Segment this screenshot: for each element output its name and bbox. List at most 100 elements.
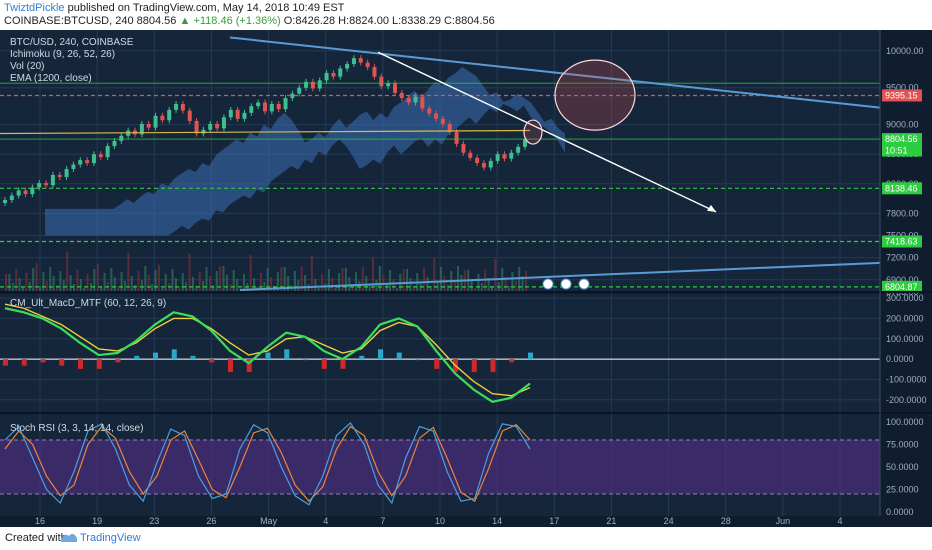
volume-bar xyxy=(389,270,392,292)
volume-bar xyxy=(351,286,354,292)
candle-body xyxy=(481,163,486,168)
macd-histogram-bar xyxy=(209,359,215,363)
volume-bar xyxy=(514,281,517,292)
volume-bar xyxy=(11,283,14,292)
volume-bar xyxy=(232,270,235,292)
volume-bar xyxy=(344,268,347,292)
candle-body xyxy=(208,123,213,130)
volume-bar xyxy=(253,278,256,292)
volume-bar xyxy=(283,267,286,292)
volume-bar xyxy=(297,280,300,292)
candle-body xyxy=(290,93,295,99)
price-label-text: 7418.63 xyxy=(885,236,918,246)
candle-body xyxy=(187,110,192,121)
volume-bar xyxy=(304,275,307,292)
candle-body xyxy=(78,160,83,165)
volume-bar xyxy=(225,275,228,292)
x-tick-label: 4 xyxy=(837,516,842,526)
macd-histogram-bar xyxy=(78,359,83,369)
macd-tick-label: 300.0000 xyxy=(886,293,924,303)
candle-body xyxy=(283,98,288,110)
volume-bar xyxy=(508,286,511,292)
candle-body xyxy=(98,154,103,158)
volume-bar xyxy=(123,281,126,292)
x-tick-label: 21 xyxy=(606,516,616,526)
price-tick-label: 7800.00 xyxy=(886,208,919,218)
macd-histogram-bar xyxy=(171,349,177,360)
x-tick-label: 28 xyxy=(721,516,731,526)
volume-bar xyxy=(361,267,364,292)
volume-bar xyxy=(392,279,395,292)
macd-histogram-bar xyxy=(153,352,158,360)
candle-body xyxy=(37,183,42,188)
candle-body xyxy=(64,168,69,178)
macd-histogram-bar xyxy=(3,359,8,366)
volume-bar xyxy=(35,263,38,292)
volume-bar xyxy=(5,274,7,292)
forecast-arrow-head xyxy=(707,204,716,212)
volume-bar xyxy=(521,276,524,292)
volume-bar xyxy=(378,266,381,292)
volume-bar xyxy=(140,280,143,292)
x-tick-label: 16 xyxy=(35,516,45,526)
candle-body xyxy=(57,174,62,178)
volume-bar xyxy=(157,265,160,292)
volume-bar xyxy=(38,286,41,292)
tradingview-brand[interactable]: TradingView xyxy=(80,532,141,544)
volume-bar xyxy=(246,283,249,292)
volume-bar xyxy=(42,272,45,292)
macd-histogram-bar xyxy=(265,352,271,360)
macd-histogram-bar xyxy=(509,359,515,363)
volume-bar xyxy=(215,271,218,292)
candle-body xyxy=(112,140,117,147)
price-label-text: 10:51 xyxy=(885,146,908,156)
symbol-label: COINBASE:BTCUSD, 240 xyxy=(4,15,134,27)
volume-bar xyxy=(147,275,150,292)
x-tick-label: 14 xyxy=(492,516,502,526)
volume-bar xyxy=(154,270,157,292)
volume-bar xyxy=(161,288,164,292)
candle-body xyxy=(502,154,507,159)
price-tick-label: 10000.00 xyxy=(886,46,924,56)
volume-bar xyxy=(198,272,201,292)
price-change: +118.46 (+1.36%) xyxy=(193,15,281,27)
publish-info: published on TradingView.com, May 14, 20… xyxy=(67,2,345,14)
macd-histogram-bar xyxy=(284,349,290,360)
candle-body xyxy=(297,87,302,94)
volume-bar xyxy=(113,277,116,292)
volume-bar xyxy=(480,283,483,292)
volume-bar xyxy=(89,283,92,292)
up-triangle-icon: ▲ xyxy=(179,15,191,27)
stoch-k-line xyxy=(4,421,531,506)
legend-ichimoku[interactable]: Ichimoku (9, 26, 52, 26) xyxy=(10,49,116,60)
price-tick-label: 6900.00 xyxy=(886,275,919,285)
volume-bar xyxy=(310,256,313,292)
legend-ema[interactable]: EMA (1200, close) xyxy=(10,73,92,84)
chart-area[interactable]: 16 19 23 26 May 4 7 10 14 17 21 24 28 Jun 4 10000.00 950… xyxy=(0,30,932,527)
volume-bar xyxy=(372,257,375,292)
volume-bar xyxy=(249,255,252,292)
volume-bar xyxy=(341,268,344,292)
price-tick-label: 9000.00 xyxy=(886,120,919,130)
stoch-tick-label: 25.0000 xyxy=(886,485,919,495)
macd-histogram-bar xyxy=(415,359,421,361)
author-link[interactable]: TwiztdPickle xyxy=(4,2,65,14)
candle-body xyxy=(516,146,521,153)
volume-bar xyxy=(178,287,181,292)
volume-bar xyxy=(287,276,290,292)
legend-macd[interactable]: CM_Ult_MacD_MTF (60, 12, 26, 9) xyxy=(10,298,167,309)
candle-body xyxy=(310,81,315,89)
legend-stoch[interactable]: Stoch RSI (3, 3, 14, 14, close) xyxy=(10,423,144,434)
target-circle-small xyxy=(523,119,543,145)
candle-body xyxy=(447,123,452,133)
volume-bar xyxy=(21,287,24,292)
candle-body xyxy=(440,118,445,124)
macd-histogram-bar xyxy=(190,355,196,360)
x-tick-label: 26 xyxy=(206,516,216,526)
candle-body xyxy=(276,103,281,110)
tradingview-logo-icon xyxy=(61,533,77,542)
legend-vol[interactable]: Vol (20) xyxy=(10,61,45,72)
volume-bar xyxy=(15,269,18,292)
candle-body xyxy=(495,154,500,161)
candle-body xyxy=(365,62,370,68)
